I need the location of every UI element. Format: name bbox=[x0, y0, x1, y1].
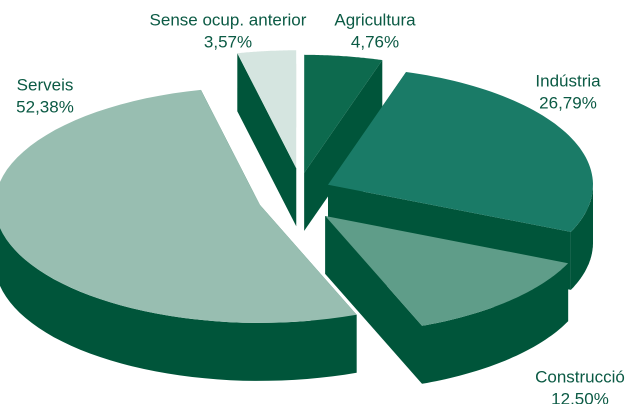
slice bbox=[325, 215, 569, 384]
slice-top bbox=[325, 215, 569, 326]
slice-value-label: 52,38% bbox=[16, 97, 74, 116]
slice-top bbox=[237, 50, 297, 169]
slice-value-label: 12.50% bbox=[551, 389, 609, 404]
slice-label: Agricultura bbox=[334, 10, 416, 29]
slice-wall bbox=[422, 263, 569, 384]
slice-label: Sense ocup. anterior bbox=[150, 10, 307, 29]
slice-label: Indústria bbox=[535, 71, 601, 90]
slice bbox=[304, 54, 383, 231]
slice-value-label: 3,57% bbox=[204, 32, 252, 51]
slice bbox=[0, 89, 357, 381]
slice-side bbox=[325, 215, 422, 384]
slice-value-label: 26,79% bbox=[539, 93, 597, 112]
slice-wall bbox=[0, 227, 357, 381]
slice-top bbox=[327, 72, 593, 232]
slice-top bbox=[304, 54, 383, 173]
slice-label: Serveis bbox=[17, 75, 74, 94]
slice bbox=[237, 50, 297, 227]
slice-value-label: 4,76% bbox=[351, 32, 399, 51]
slice-side bbox=[304, 60, 383, 231]
slice-label: Construcció bbox=[535, 367, 625, 386]
slice-top bbox=[0, 89, 357, 323]
slice-side bbox=[237, 53, 297, 227]
slice-wall bbox=[570, 184, 593, 290]
